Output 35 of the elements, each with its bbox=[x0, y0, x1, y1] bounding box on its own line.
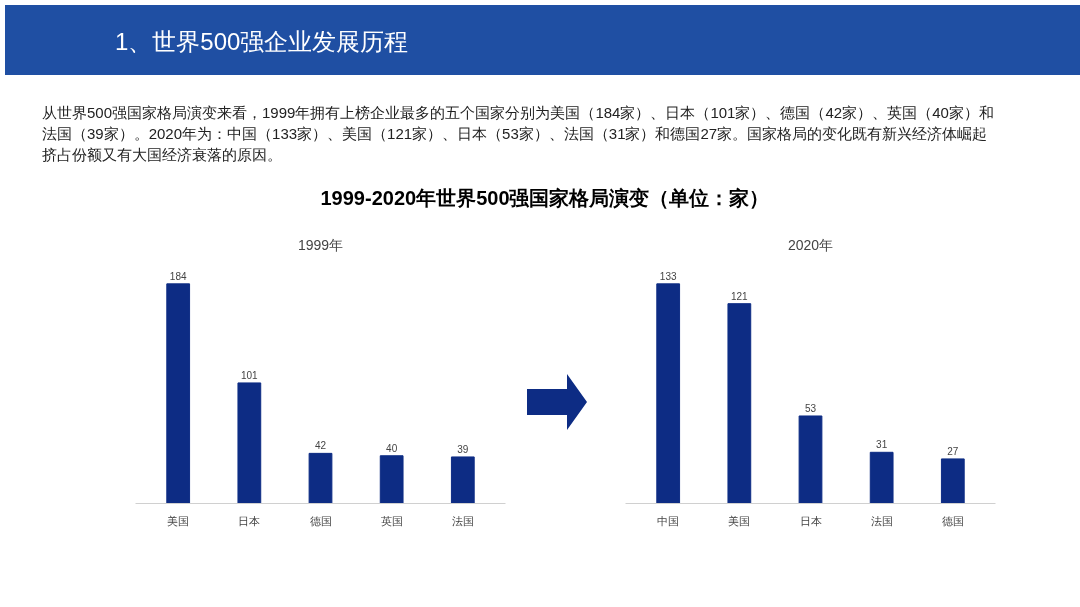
x-tick-label: 英国 bbox=[380, 514, 403, 527]
x-tick-label: 日本 bbox=[799, 514, 822, 527]
x-tick-label: 法国 bbox=[870, 514, 893, 527]
x-tick-label: 中国 bbox=[657, 514, 680, 527]
text: 从世界500强国家格局演变来看，1999年拥有上榜企业最多的五个国家分别为美国（184家）、日本（101家）、德国（42家）、英国（40家）和法国（39家）。2020年为：中国（133家）、美国（121家）、日本（53家）、法国（31家）和德国27家。国家格局的变化既有新兴经济体崛起挤占份额又有大国经济衰落的原因。 bbox=[42, 103, 995, 165]
bar bbox=[237, 382, 262, 504]
data-label: 101 bbox=[241, 369, 259, 381]
bar bbox=[308, 452, 333, 504]
data-label: 31 bbox=[876, 439, 888, 451]
x-tick-label: 美国 bbox=[728, 514, 751, 527]
text: 1、世界500强企业发展历程 bbox=[115, 27, 409, 57]
bar bbox=[869, 451, 894, 504]
x-tick-label: 德国 bbox=[941, 514, 964, 527]
text: 1999-2020年世界500强国家格局演变（单位：家） bbox=[320, 186, 770, 211]
x-tick-label: 法国 bbox=[451, 514, 474, 527]
x-tick-label: 德国 bbox=[309, 514, 332, 527]
data-label: 27 bbox=[947, 445, 959, 457]
chart-title: 1999年 bbox=[297, 236, 344, 253]
bar bbox=[940, 458, 965, 504]
bar bbox=[727, 303, 752, 504]
chart-title: 2020年 bbox=[787, 236, 834, 253]
data-label: 121 bbox=[731, 290, 749, 302]
data-label: 39 bbox=[457, 443, 469, 455]
bar bbox=[379, 455, 404, 504]
bar bbox=[656, 283, 681, 504]
bar bbox=[798, 415, 823, 504]
data-label: 40 bbox=[386, 442, 398, 454]
data-label: 53 bbox=[804, 402, 817, 414]
bar bbox=[450, 456, 475, 504]
x-tick-label: 美国 bbox=[167, 514, 190, 527]
x-tick-label: 日本 bbox=[238, 514, 261, 527]
bar bbox=[166, 283, 191, 504]
data-label: 133 bbox=[659, 270, 677, 282]
data-label: 184 bbox=[169, 270, 187, 282]
data-label: 42 bbox=[314, 440, 327, 452]
